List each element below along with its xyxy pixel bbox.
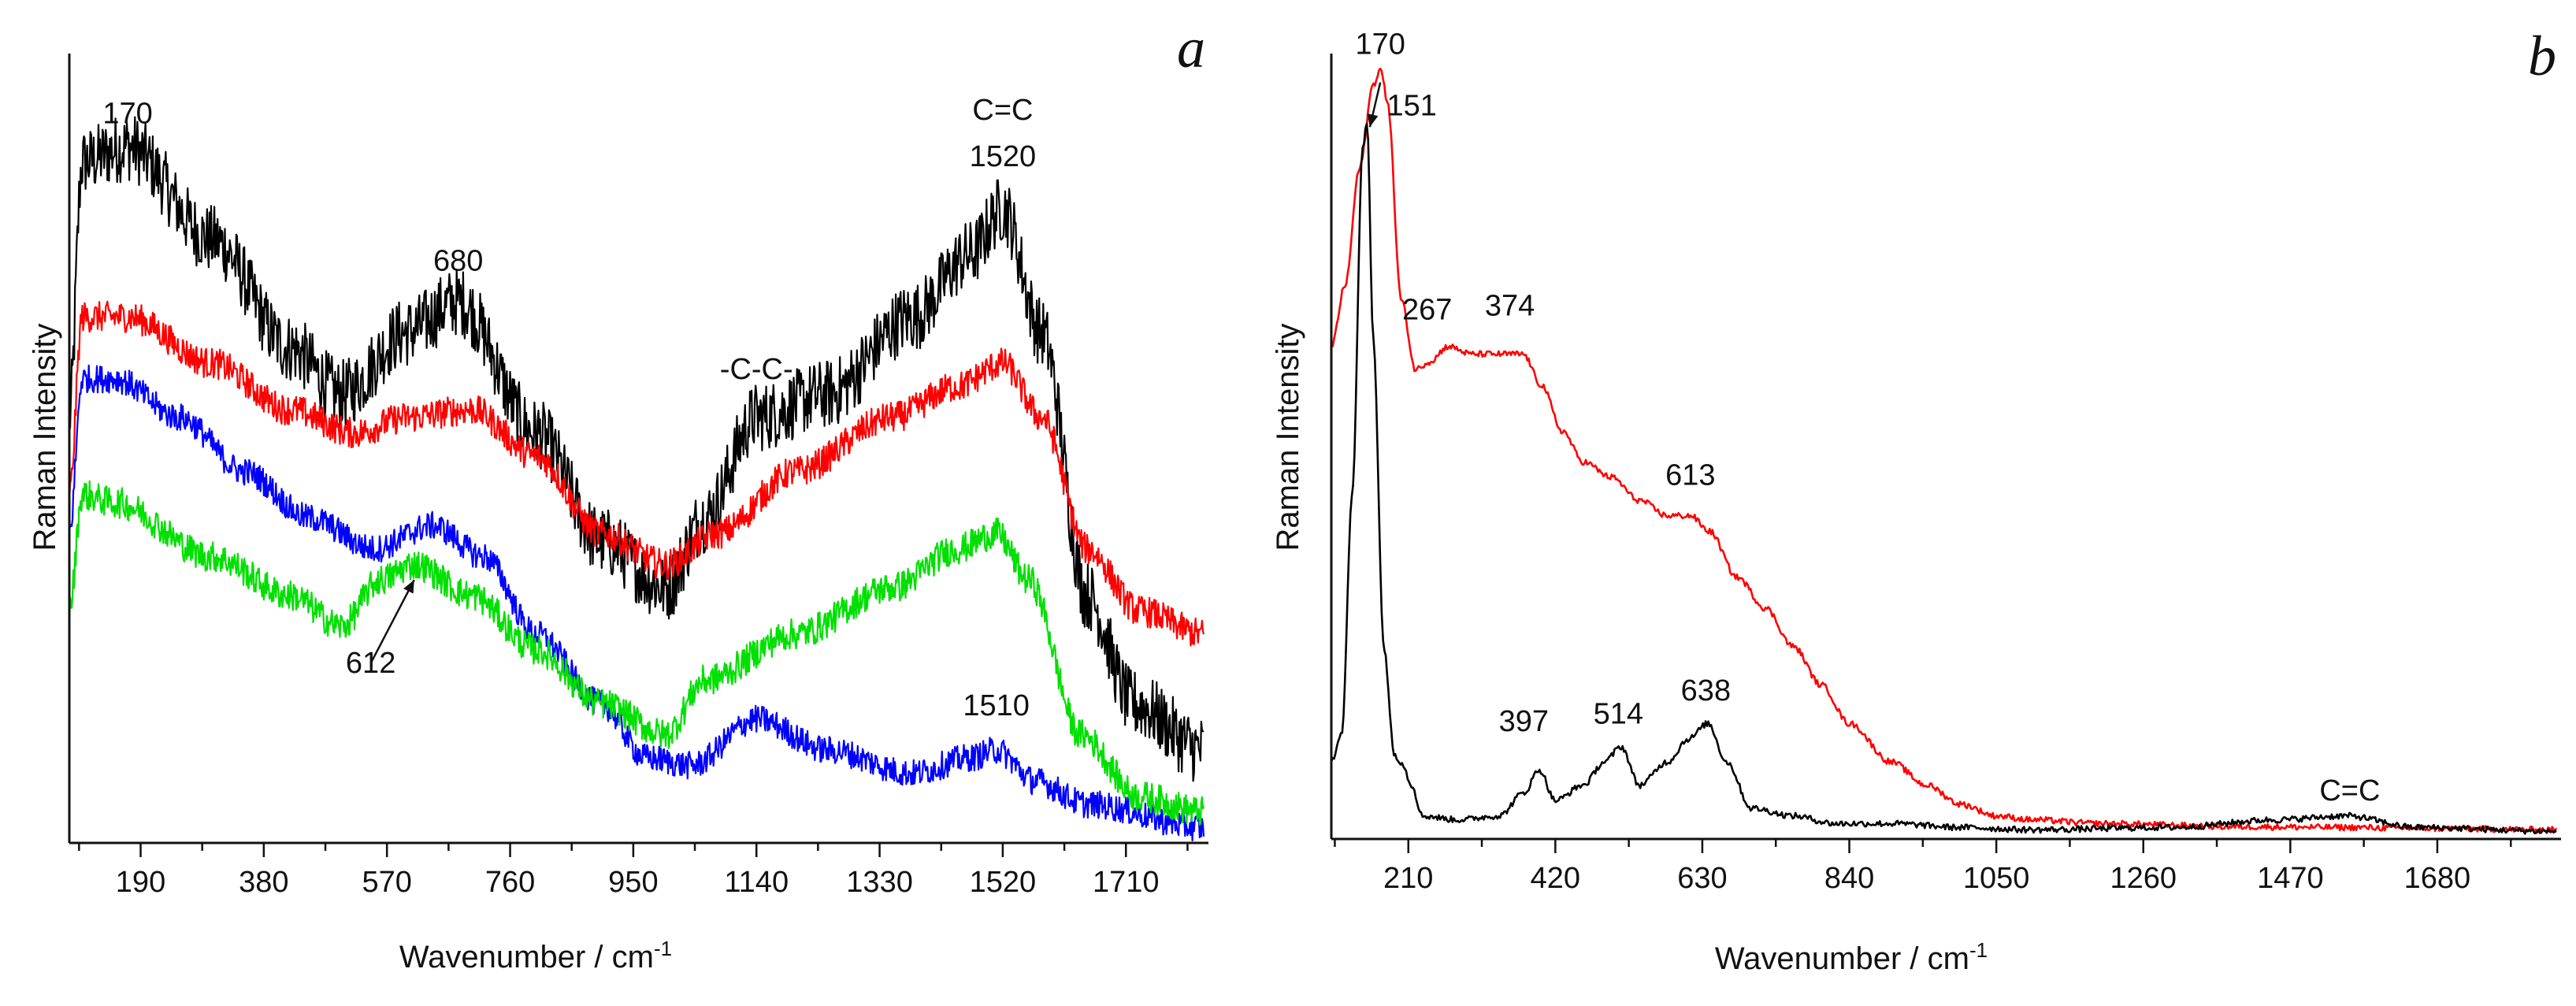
x-tick-label: 420 [1531, 862, 1580, 895]
annotation-arrowhead [1367, 113, 1379, 128]
peak-annotation: 680 [433, 244, 483, 277]
spectrum-series-2 [1330, 122, 2557, 835]
x-tick-label: 570 [362, 866, 411, 899]
x-tick-label: 1520 [970, 866, 1037, 899]
peak-annotation: C=C [972, 94, 1033, 127]
peak-annotation: 638 [1681, 674, 1731, 707]
peak-annotation: 151 [1386, 90, 1436, 123]
peak-annotation: 1520 [970, 140, 1037, 173]
panel-a-axes: 190 380 570 760 950 1140 1330 1520 1710 [68, 54, 1208, 899]
peak-annotation: 397 [1499, 705, 1549, 738]
chart-panel-a: a 190 380 570 760 950 1140 1330 1520 1710 170 680… [28, 17, 1208, 974]
x-tick-label: 630 [1677, 862, 1727, 895]
panel-b-x-axis-label: Wavenumber / cm-1 [1715, 938, 1988, 976]
x-tick-label: 950 [608, 866, 658, 899]
panel-a-y-axis-label: Raman Intensity [28, 323, 62, 551]
panel-a-letter: a [1177, 17, 1205, 80]
spectrum-series-1 [1331, 67, 2558, 834]
annotation-arrowhead [403, 580, 414, 594]
x-tick-label: 210 [1383, 862, 1433, 895]
x-tick-label: 1260 [2110, 862, 2177, 895]
panel-b-letter: b [2528, 24, 2556, 87]
peak-annotation: 267 [1402, 294, 1452, 327]
panel-a-x-axis-label: Wavenumber / cm-1 [399, 937, 672, 974]
panel-b-series [1330, 67, 2558, 835]
peak-annotation: 170 [102, 98, 152, 131]
x-tick-label: 1470 [2257, 862, 2324, 895]
x-tick-label: 1140 [724, 866, 789, 899]
annotation-arrow [369, 579, 415, 664]
x-tick-label: 840 [1824, 862, 1874, 895]
panel-b-y-axis-label: Raman Intensity [1271, 323, 1305, 551]
panel-a-series [68, 116, 1205, 842]
peak-annotation: 374 [1485, 290, 1535, 323]
x-tick-label: 190 [116, 866, 165, 899]
peak-annotation: 1510 [963, 689, 1030, 722]
peak-annotation: 170 [1355, 28, 1405, 61]
x-tick-label: 1330 [846, 866, 913, 899]
spectrum-series-3 [68, 364, 1205, 842]
peak-annotation: 613 [1665, 459, 1715, 492]
spectrum-series-1 [68, 116, 1204, 782]
panel-b-axes: 210 420 630 840 1050 1260 1470 1680 [1330, 54, 2561, 895]
x-tick-label: 1680 [2404, 862, 2471, 895]
spectrum-series-2 [68, 300, 1205, 647]
peak-annotation: C=C [2319, 774, 2380, 807]
peak-annotation: -C-C- [720, 353, 793, 386]
x-tick-label: 760 [485, 866, 535, 899]
chart-panel-b: b 210 420 630 840 1050 1260 1470 1680 170 151 267… [1271, 24, 2561, 976]
x-tick-label: 1050 [1963, 862, 2030, 895]
panel-b-annotations: 170 151 267 374 613 397 514 638 C=C [1355, 28, 2380, 807]
peak-annotation: 514 [1594, 697, 1643, 730]
x-tick-label: 1710 [1093, 866, 1160, 899]
x-tick-label: 380 [239, 866, 288, 899]
spectrum-series-4 [68, 480, 1205, 826]
